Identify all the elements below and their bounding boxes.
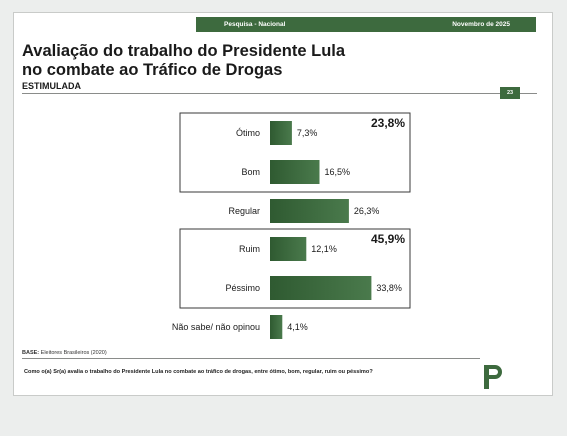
category-label: Não sabe/ não opinou [172,322,260,332]
title-line-2: no combate ao Tráfico de Drogas [22,61,283,79]
value-label: 12,1% [311,244,337,254]
title-divider [22,93,537,94]
bar [270,315,283,339]
category-label: Ótimo [236,128,260,138]
survey-date-label: Novembro de 2025 [452,21,510,28]
group-box-1 [179,112,411,193]
bar [270,199,349,223]
bar [270,160,320,184]
brand-logo-icon [484,365,502,389]
header-bar: Pesquisa - Nacional Novembro de 2025 [196,17,536,32]
group-total-label-1: 23,8% [371,116,405,130]
subtitle: ESTIMULADA [22,81,81,91]
group-total-label-2: 45,9% [371,232,405,246]
value-label: 16,5% [325,167,351,177]
bar [270,121,292,145]
category-label: Ruim [239,244,260,254]
category-label: Regular [228,206,260,216]
base-note: BASE: Eleitores Brasileiros (2020) [22,350,107,356]
footer-divider [22,358,480,359]
group-box-2 [179,228,411,309]
survey-scope-label: Pesquisa - Nacional [224,21,286,28]
bar [270,276,372,300]
page-title: Avaliação do trabalho do Presidente Lula… [22,42,345,80]
category-label: Péssimo [225,283,260,293]
bar [270,237,307,261]
page-number-badge: 23 [500,87,520,99]
value-label: 4,1% [287,322,308,332]
base-label: BASE: [22,350,40,356]
bar-chart: 23,8% 45,9% Ótimo 7,3% Bom 16,5% Regular 26,3% R… [172,112,411,339]
value-label: 26,3% [354,206,380,216]
base-text: Eleitores Brasileiros (2020) [40,350,107,356]
slide: Pesquisa - Nacional Novembro de 2025 Ava… [13,12,553,396]
value-label: 7,3% [297,128,318,138]
category-label: Bom [241,167,260,177]
question-text: Como o(a) Sr(a) avalia o trabalho do Pre… [24,369,373,375]
value-label: 33,8% [376,283,402,293]
title-line-1: Avaliação do trabalho do Presidente Lula [22,42,346,60]
